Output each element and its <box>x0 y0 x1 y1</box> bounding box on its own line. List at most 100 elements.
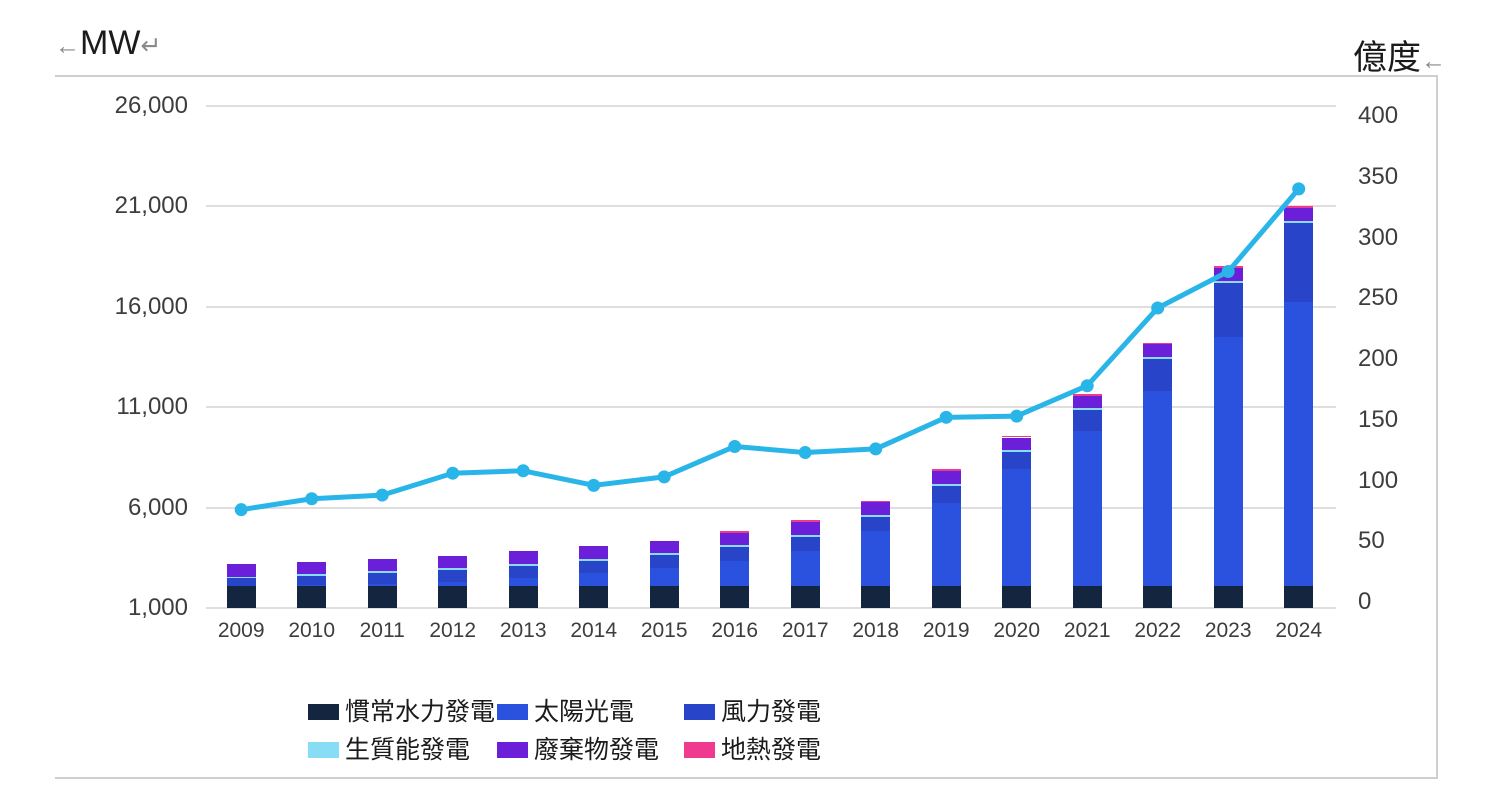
bar-segment-太陽光電-2016 <box>720 561 750 587</box>
legend-item-廢棄物發電: 廢棄物發電 <box>497 736 659 764</box>
bar-segment-太陽光電-2013 <box>508 577 538 587</box>
bar-segment-生質能發電-2014 <box>579 558 609 561</box>
legend-swatch-廢棄物發電 <box>497 742 528 758</box>
bar-segment-慣常水力發電-2018 <box>861 586 891 608</box>
bar-segment-慣常水力發電-2013 <box>508 586 538 608</box>
bar-segment-生質能發電-2022 <box>1143 356 1173 360</box>
right-axis-tick: 400 <box>1358 102 1399 129</box>
x-axis-label-2021: 2021 <box>1063 619 1111 642</box>
line-marker-2012 <box>446 466 460 480</box>
bar-segment-太陽光電-2023 <box>1213 336 1243 587</box>
bar-segment-風力發電-2009 <box>226 578 256 586</box>
bar-segment-慣常水力發電-2021 <box>1072 586 1102 608</box>
bar-segment-廢棄物發電-2024 <box>1284 208 1314 221</box>
left-axis-unit-text: MW <box>80 24 141 62</box>
x-axis-label-2011: 2011 <box>359 619 405 642</box>
x-axis-label-2023: 2023 <box>1204 619 1252 642</box>
bar-segment-廢棄物發電-2010 <box>297 561 327 574</box>
trailing-formatting-mark: ← <box>1421 47 1446 75</box>
line-marker-2015 <box>657 470 671 484</box>
bar-segment-地熱發電-2019 <box>931 469 961 472</box>
bar-segment-廢棄物發電-2020 <box>1002 437 1032 451</box>
bar-segment-風力發電-2022 <box>1143 359 1173 391</box>
bar-segment-風力發電-2019 <box>931 485 961 503</box>
line-marker-2021 <box>1080 379 1094 393</box>
bar-segment-風力發電-2018 <box>861 517 891 532</box>
bar-segment-太陽光電-2014 <box>579 573 609 587</box>
gridline <box>206 607 1336 609</box>
right-axis-tick: 100 <box>1358 466 1399 494</box>
chart-frame-border <box>55 75 1438 779</box>
x-axis-label-2013: 2013 <box>499 619 547 642</box>
bar-segment-廢棄物發電-2022 <box>1143 344 1173 357</box>
bar-segment-地熱發電-2020 <box>1002 435 1032 438</box>
bar-segment-生質能發電-2009 <box>226 576 256 579</box>
bar-segment-生質能發電-2018 <box>861 514 891 517</box>
line-marker-2024 <box>1292 182 1306 196</box>
right-axis-tick: 200 <box>1358 345 1399 372</box>
bar-segment-廢棄物發電-2017 <box>790 522 820 535</box>
bar-segment-生質能發電-2019 <box>931 483 961 486</box>
line-marker-2014 <box>587 478 601 492</box>
x-axis-label-2024: 2024 <box>1275 619 1323 642</box>
bar-segment-生質能發電-2011 <box>367 571 397 574</box>
x-axis-label-2010: 2010 <box>288 619 336 642</box>
bar-segment-地熱發電-2021 <box>1072 393 1102 396</box>
legend-label: 風力發電 <box>721 698 822 726</box>
bar-segment-廢棄物發電-2013 <box>508 551 538 564</box>
plot-area <box>206 105 1336 609</box>
bar-segment-慣常水力發電-2024 <box>1284 586 1314 608</box>
gridline <box>206 506 1336 509</box>
bar-segment-風力發電-2012 <box>438 570 468 582</box>
bar-segment-風力發電-2020 <box>1002 452 1032 470</box>
bar-segment-廢棄物發電-2018 <box>861 502 891 515</box>
right-axis-tick: 250 <box>1358 284 1399 312</box>
x-axis-label-2017: 2017 <box>781 619 829 642</box>
bar-segment-風力發電-2017 <box>790 536 820 551</box>
right-axis-tick: 50 <box>1358 527 1385 555</box>
x-axis-label-2022: 2022 <box>1134 619 1182 642</box>
left-axis-tick: 21,000 <box>114 192 188 220</box>
bar-segment-生質能發電-2015 <box>649 553 679 556</box>
legend-swatch-太陽光電 <box>497 704 528 720</box>
bar-segment-慣常水力發電-2019 <box>931 586 961 608</box>
bar-segment-慣常水力發電-2017 <box>790 586 820 608</box>
bar-segment-風力發電-2014 <box>579 560 609 574</box>
legend-label: 生質能發電 <box>345 736 471 764</box>
line-marker-2023 <box>1221 265 1235 279</box>
bar-segment-太陽光電-2011 <box>367 583 397 587</box>
bar-segment-太陽光電-2019 <box>931 502 961 587</box>
gridline <box>206 205 1336 208</box>
bar-segment-生質能發電-2017 <box>790 534 820 537</box>
legend-item-生質能發電: 生質能發電 <box>308 736 470 764</box>
x-axis-label-2020: 2020 <box>993 619 1041 642</box>
bar-segment-風力發電-2015 <box>649 555 679 569</box>
bar-segment-太陽光電-2024 <box>1284 301 1314 587</box>
bar-segment-地熱發電-2017 <box>790 520 820 523</box>
bar-segment-地熱發電-2022 <box>1143 342 1173 345</box>
legend-label: 慣常水力發電 <box>345 698 496 726</box>
line-series-layer <box>234 182 1306 517</box>
x-axis-label-2018: 2018 <box>852 619 900 642</box>
line-marker-2017 <box>798 446 812 460</box>
bar-segment-生質能發電-2010 <box>297 573 327 576</box>
x-axis-label-2009: 2009 <box>217 619 265 642</box>
legend-item-風力發電: 風力發電 <box>684 698 821 726</box>
bar-segment-廢棄物發電-2021 <box>1072 395 1102 409</box>
bar-segment-慣常水力發電-2022 <box>1143 586 1173 608</box>
legend-label: 地熱發電 <box>721 736 822 764</box>
bar-segment-太陽光電-2015 <box>649 568 679 587</box>
bar-segment-風力發電-2016 <box>720 547 750 562</box>
line-marker-2010 <box>305 492 319 506</box>
bar-segment-廢棄物發電-2012 <box>438 555 468 569</box>
right-axis-unit-text: 億度 <box>1353 39 1421 77</box>
bar-segment-風力發電-2013 <box>508 565 538 578</box>
x-axis-label-2019: 2019 <box>922 619 970 642</box>
right-axis-tick: 350 <box>1358 162 1399 190</box>
bar-segment-廢棄物發電-2009 <box>226 564 256 577</box>
line-marker-2022 <box>1151 301 1165 315</box>
bar-segment-慣常水力發電-2014 <box>579 586 609 608</box>
legend-swatch-慣常水力發電 <box>308 704 339 720</box>
right-axis-unit-title: 億度← <box>1353 30 1446 79</box>
